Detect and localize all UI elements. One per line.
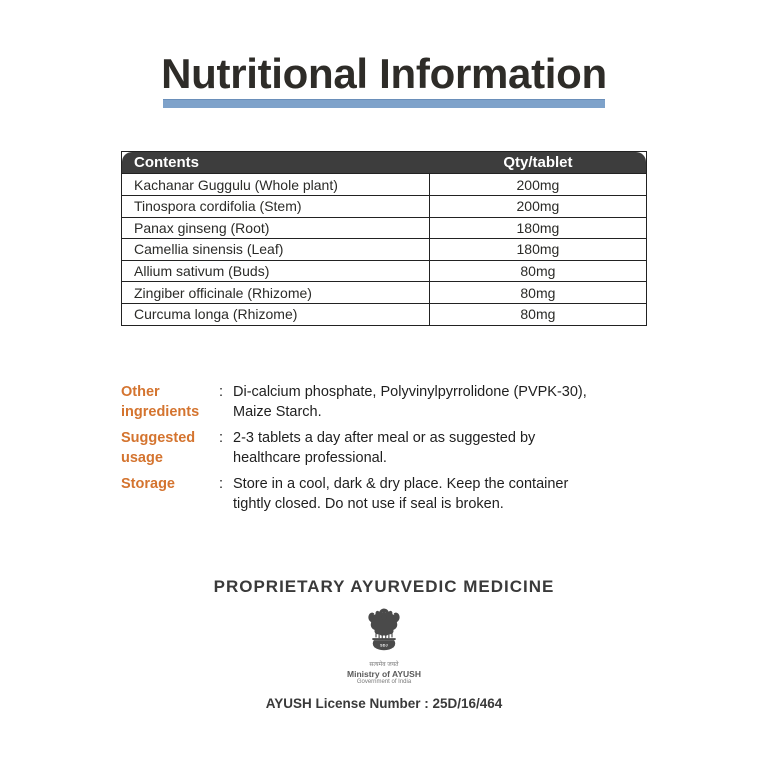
- svg-text:SDJ: SDJ: [380, 643, 388, 647]
